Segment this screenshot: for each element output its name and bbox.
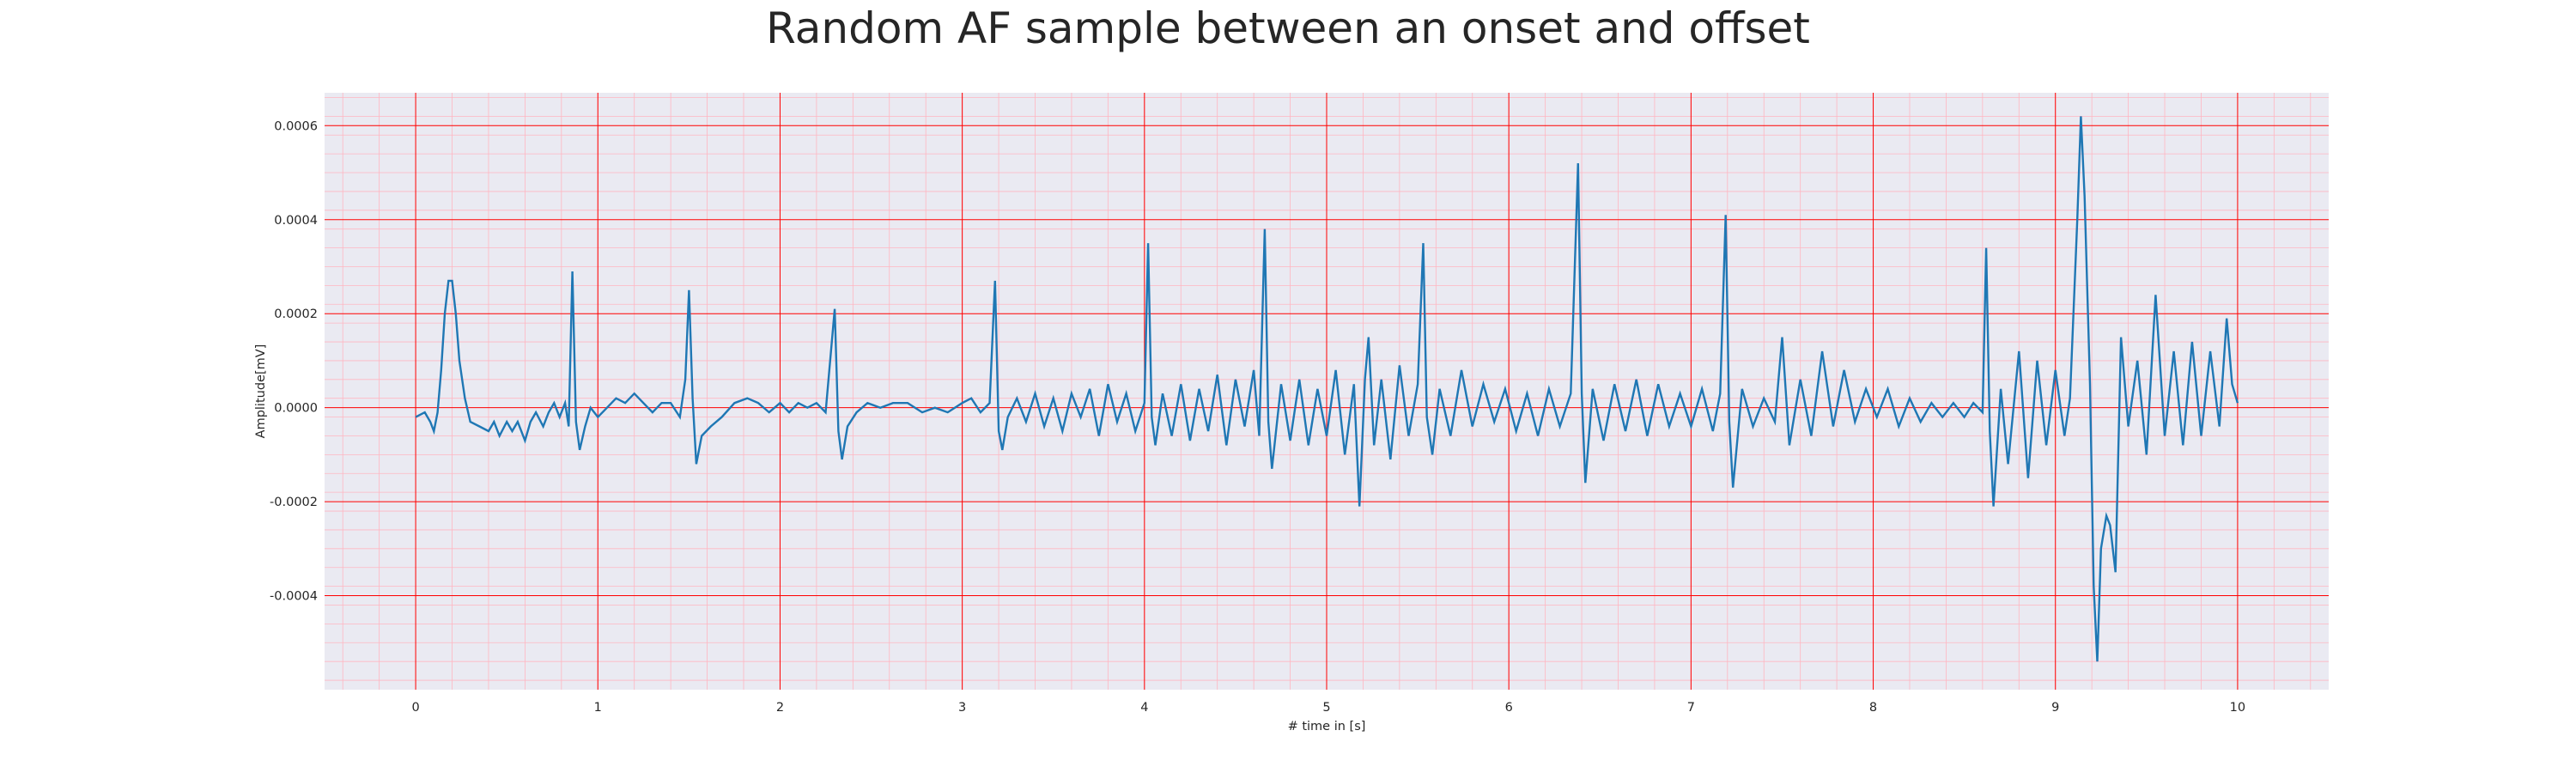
y-axis-ticks: -0.0004 -0.0002 0.0000 0.0002 0.0004 0.0006	[270, 119, 318, 603]
y-tick-label: 0.0006	[274, 119, 318, 133]
y-tick-label: 0.0004	[274, 214, 318, 228]
y-tick-label: -0.0004	[270, 590, 318, 604]
x-tick-label: 9	[2051, 701, 2059, 715]
x-tick-label: 8	[1869, 701, 1877, 715]
y-axis-label: Amplitude[mV]	[254, 344, 268, 439]
x-tick-label: 4	[1140, 701, 1148, 715]
y-tick-label: 0.0000	[274, 402, 318, 416]
x-tick-label: 6	[1505, 701, 1513, 715]
x-tick-label: 10	[2230, 701, 2245, 715]
series-line	[415, 116, 2239, 662]
x-tick-label: 7	[1687, 701, 1695, 715]
x-axis-label: # time in [s]	[1288, 720, 1366, 733]
x-tick-label: 1	[594, 701, 602, 715]
y-tick-label: 0.0002	[274, 307, 318, 321]
x-tick-label: 2	[776, 701, 784, 715]
chart-title: Random AF sample between an onset and of…	[766, 3, 1810, 53]
x-tick-label: 3	[958, 701, 966, 715]
x-axis-ticks: 0 1 2 3 4 5 6 7 8 9 10	[411, 701, 2245, 715]
major-grid	[325, 93, 2329, 690]
x-tick-label: 0	[411, 701, 419, 715]
x-tick-label: 5	[1322, 701, 1330, 715]
y-tick-label: -0.0002	[270, 496, 318, 509]
